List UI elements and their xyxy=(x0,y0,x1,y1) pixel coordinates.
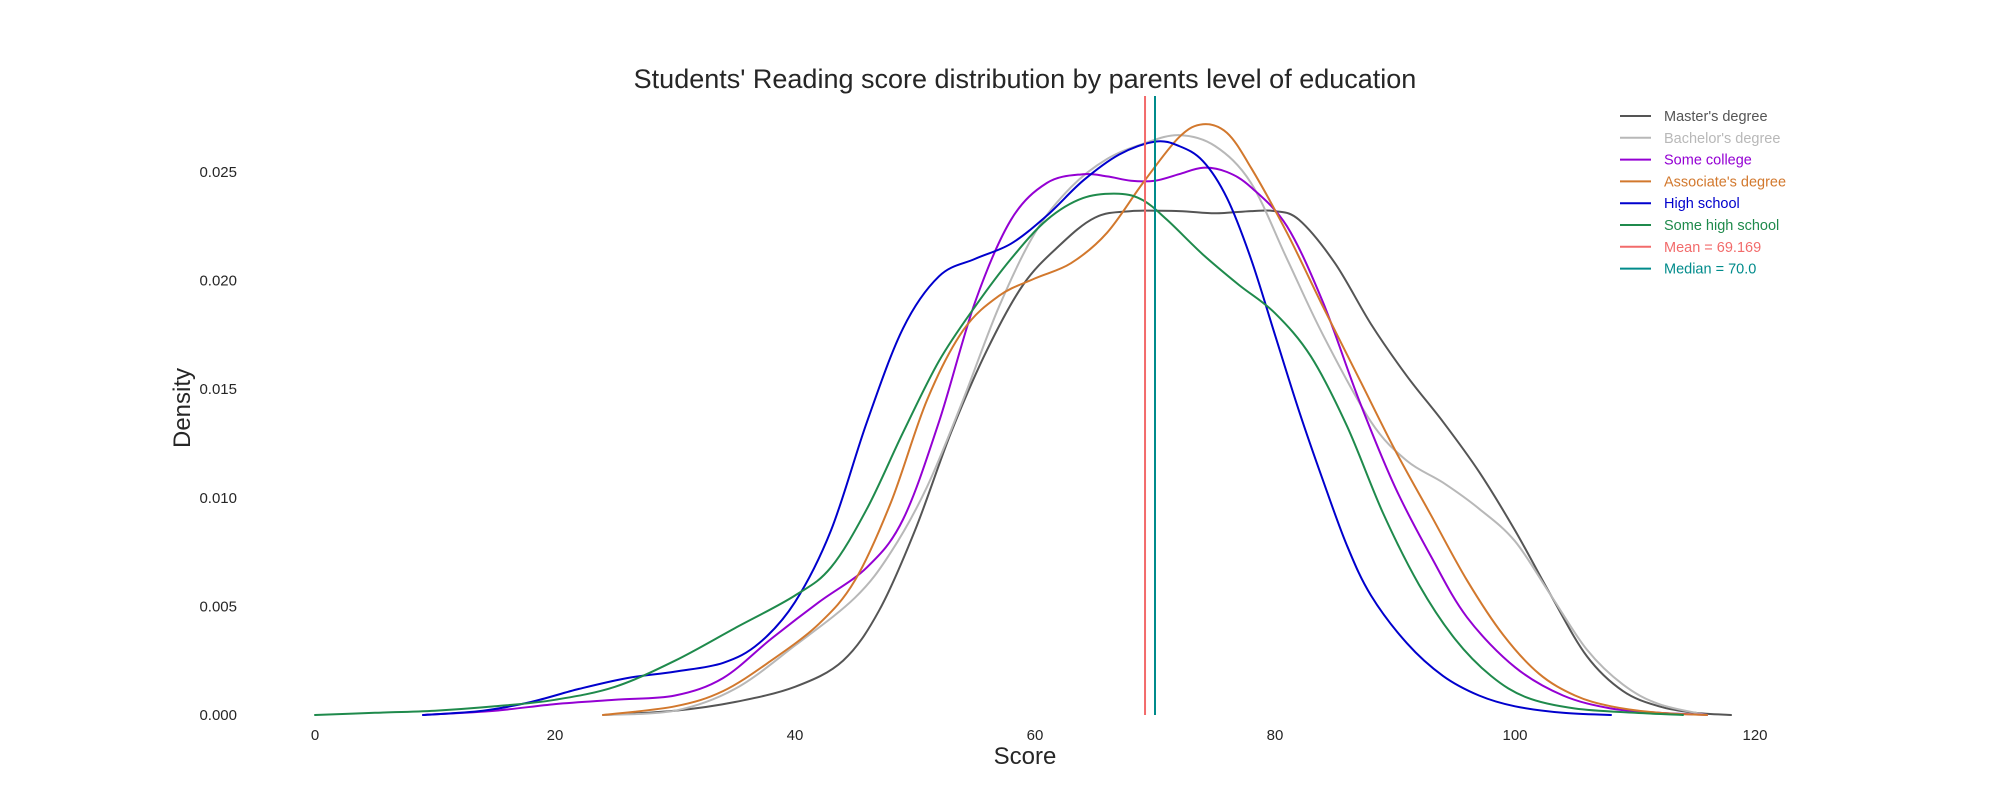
legend-label: Master's degree xyxy=(1664,109,1768,125)
x-axis-label: Score xyxy=(994,743,1057,770)
y-axis-ticks: 0.000 0.005 0.010 0.015 0.020 0.025 xyxy=(199,164,237,724)
y-tick-label: 0.025 xyxy=(199,164,237,181)
x-tick-label: 120 xyxy=(1742,727,1767,744)
x-axis-ticks: 0 20 40 60 80 100 120 xyxy=(311,727,1768,744)
series-lines xyxy=(314,123,1732,716)
x-tick-label: 60 xyxy=(1027,727,1044,744)
series-line-3 xyxy=(602,123,1708,716)
series-line-5 xyxy=(314,192,1684,716)
legend-label: Associate's degree xyxy=(1664,174,1786,190)
y-tick-label: 0.005 xyxy=(199,598,237,615)
legend-label: Mean = 69.169 xyxy=(1664,240,1761,256)
legend-label: Some high school xyxy=(1664,218,1779,234)
legend: Master's degree Bachelor's degree Some col… xyxy=(1620,109,1786,278)
y-axis-label: Density xyxy=(169,368,196,448)
x-tick-label: 0 xyxy=(311,727,319,744)
series-line-1 xyxy=(602,134,1708,716)
legend-label: High school xyxy=(1664,196,1740,212)
series-line-4 xyxy=(422,140,1612,716)
series-line-2 xyxy=(422,166,1708,716)
y-tick-label: 0.010 xyxy=(199,490,237,507)
x-tick-label: 20 xyxy=(547,727,564,744)
legend-label: Median = 70.0 xyxy=(1664,262,1756,278)
reference-lines xyxy=(1144,96,1156,715)
y-tick-label: 0.000 xyxy=(199,707,237,724)
x-tick-label: 40 xyxy=(787,727,804,744)
legend-label: Bachelor's degree xyxy=(1664,131,1780,147)
y-tick-label: 0.015 xyxy=(199,381,237,398)
legend-label: Some college xyxy=(1664,153,1752,169)
chart-title: Students' Reading score distribution by … xyxy=(634,64,1417,94)
x-tick-label: 100 xyxy=(1502,727,1527,744)
y-tick-label: 0.020 xyxy=(199,273,237,290)
x-tick-label: 80 xyxy=(1267,727,1284,744)
